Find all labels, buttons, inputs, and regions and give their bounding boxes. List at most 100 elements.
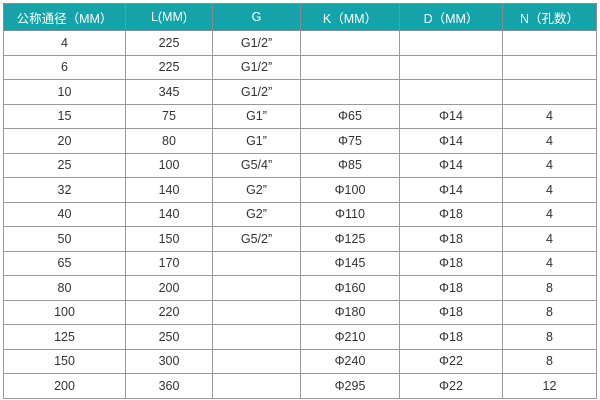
table-row: 10 345 G1/2” bbox=[3, 79, 597, 105]
table-row: 200 360 Φ295 Φ22 12 bbox=[3, 373, 597, 399]
table-cell: Φ160 bbox=[300, 275, 400, 301]
table-cell: G1/2” bbox=[212, 54, 301, 80]
table-cell: 4 bbox=[502, 201, 597, 227]
table-row: 150 300 Φ240 Φ22 8 bbox=[3, 348, 597, 374]
table-cell: 200 bbox=[125, 275, 213, 301]
table-cell: Φ180 bbox=[300, 299, 400, 325]
table-cell: Φ14 bbox=[399, 103, 503, 129]
column-header: D（MM） bbox=[399, 3, 503, 31]
table-cell: 125 bbox=[3, 324, 126, 350]
table-cell: 150 bbox=[125, 226, 213, 252]
table-cell bbox=[300, 30, 400, 56]
table-cell bbox=[212, 275, 301, 301]
table-row: 50 150 G5/2” Φ125 Φ18 4 bbox=[3, 226, 597, 252]
table-cell: 4 bbox=[3, 30, 126, 56]
table-cell: 170 bbox=[125, 250, 213, 276]
table-row: 80 200 Φ160 Φ18 8 bbox=[3, 275, 597, 301]
table-cell: Φ295 bbox=[300, 373, 400, 399]
table-cell: G1/2” bbox=[212, 79, 301, 105]
table-cell: Φ14 bbox=[399, 152, 503, 178]
table-cell: Φ18 bbox=[399, 324, 503, 350]
table-cell: Φ210 bbox=[300, 324, 400, 350]
table-cell: 100 bbox=[3, 299, 126, 325]
table-cell: 4 bbox=[502, 152, 597, 178]
table-cell: 345 bbox=[125, 79, 213, 105]
table-cell bbox=[212, 299, 301, 325]
table-cell: G1/2” bbox=[212, 30, 301, 56]
table-cell: 300 bbox=[125, 348, 213, 374]
table-cell bbox=[502, 54, 597, 80]
table-cell bbox=[399, 79, 503, 105]
table-row: 20 80 G1” Φ75 Φ14 4 bbox=[3, 128, 597, 154]
table-cell: Φ18 bbox=[399, 275, 503, 301]
table-cell bbox=[399, 30, 503, 56]
table-cell: G5/2” bbox=[212, 226, 301, 252]
table-cell: Φ22 bbox=[399, 373, 503, 399]
table-cell: 225 bbox=[125, 54, 213, 80]
table-cell: 8 bbox=[502, 348, 597, 374]
table-cell: G2” bbox=[212, 177, 301, 203]
table-cell: Φ65 bbox=[300, 103, 400, 129]
table-cell: Φ85 bbox=[300, 152, 400, 178]
column-header: L(MM) bbox=[125, 3, 213, 31]
table-cell: 200 bbox=[3, 373, 126, 399]
table-cell: 4 bbox=[502, 250, 597, 276]
table-cell: 4 bbox=[502, 103, 597, 129]
table-row: 25 100 G5/4” Φ85 Φ14 4 bbox=[3, 152, 597, 178]
table-cell: 140 bbox=[125, 201, 213, 227]
table-cell: 8 bbox=[502, 299, 597, 325]
table-cell bbox=[502, 79, 597, 105]
table-row: 65 170 Φ145 Φ18 4 bbox=[3, 250, 597, 276]
table-row: 32 140 G2” Φ100 Φ14 4 bbox=[3, 177, 597, 203]
table-cell: 6 bbox=[3, 54, 126, 80]
table-cell: 4 bbox=[502, 226, 597, 252]
table-cell: 8 bbox=[502, 324, 597, 350]
table-cell: 4 bbox=[502, 177, 597, 203]
table-cell: Φ18 bbox=[399, 250, 503, 276]
table-cell: G1” bbox=[212, 103, 301, 129]
table-cell: 8 bbox=[502, 275, 597, 301]
table-cell: Φ240 bbox=[300, 348, 400, 374]
table-cell: Φ18 bbox=[399, 201, 503, 227]
table-cell: 100 bbox=[125, 152, 213, 178]
column-header: K（MM） bbox=[300, 3, 400, 31]
table-cell: 15 bbox=[3, 103, 126, 129]
table-cell: 12 bbox=[502, 373, 597, 399]
header-row: 公称通径（MM） L(MM) G K（MM） D（MM） N（孔数） bbox=[3, 3, 597, 31]
table-cell bbox=[502, 30, 597, 56]
table-cell bbox=[212, 250, 301, 276]
table-cell: Φ75 bbox=[300, 128, 400, 154]
table-cell: 225 bbox=[125, 30, 213, 56]
table-cell bbox=[300, 79, 400, 105]
column-header: G bbox=[212, 3, 301, 31]
table-row: 125 250 Φ210 Φ18 8 bbox=[3, 324, 597, 350]
table-cell: 80 bbox=[3, 275, 126, 301]
table-cell: Φ14 bbox=[399, 128, 503, 154]
table-cell bbox=[212, 348, 301, 374]
table-cell bbox=[212, 324, 301, 350]
table-cell: Φ18 bbox=[399, 299, 503, 325]
table-cell: Φ110 bbox=[300, 201, 400, 227]
spec-table: 公称通径（MM） L(MM) G K（MM） D（MM） N（孔数） 4 225 G1/2” 6… bbox=[3, 3, 597, 399]
table-cell bbox=[300, 54, 400, 80]
table-cell bbox=[212, 373, 301, 399]
table-cell: 50 bbox=[3, 226, 126, 252]
table-cell: 4 bbox=[502, 128, 597, 154]
table-cell: Φ100 bbox=[300, 177, 400, 203]
table-cell: 80 bbox=[125, 128, 213, 154]
table-cell: 250 bbox=[125, 324, 213, 350]
table-cell: Φ22 bbox=[399, 348, 503, 374]
table-row: 6 225 G1/2” bbox=[3, 54, 597, 80]
table-cell: G1” bbox=[212, 128, 301, 154]
table-cell: 65 bbox=[3, 250, 126, 276]
column-header: 公称通径（MM） bbox=[3, 3, 126, 31]
table-cell: 75 bbox=[125, 103, 213, 129]
table-row: 40 140 G2” Φ110 Φ18 4 bbox=[3, 201, 597, 227]
table-cell: 10 bbox=[3, 79, 126, 105]
table-cell: Φ14 bbox=[399, 177, 503, 203]
table-cell: Φ18 bbox=[399, 226, 503, 252]
table-cell: 360 bbox=[125, 373, 213, 399]
table-cell: 150 bbox=[3, 348, 126, 374]
table-cell: 20 bbox=[3, 128, 126, 154]
table-cell bbox=[399, 54, 503, 80]
